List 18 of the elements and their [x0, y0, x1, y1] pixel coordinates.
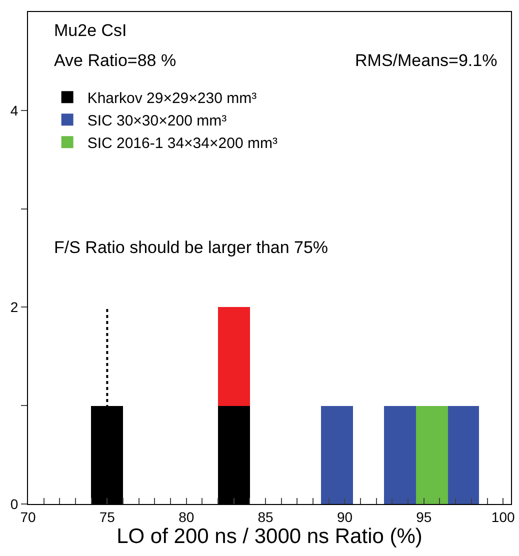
legend-label: SIC 30×30×200 mm³: [87, 112, 227, 130]
legend-label: Kharkov 29×29×230 mm³: [87, 90, 257, 107]
legend-label: SIC 2016-1 34×34×200 mm³: [87, 134, 278, 152]
y-tick-label: 4: [10, 102, 18, 118]
x-tick-label: 90: [336, 508, 353, 525]
x-tick-label: 95: [416, 508, 432, 525]
annotation: F/S Ratio should be larger than 75%: [54, 238, 328, 257]
annotation: Mu2e CsI: [54, 21, 127, 40]
x-tick-label: 100: [491, 508, 515, 525]
y-tick-label: 2: [10, 299, 18, 316]
x-axis-title: LO of 200 ns / 3000 ns Ratio (%): [116, 525, 422, 548]
y-tick-label: 0: [10, 496, 18, 512]
annotation: Ave Ratio=88 %: [54, 51, 176, 70]
x-tick-label: 75: [99, 508, 116, 525]
x-tick-label: 80: [178, 508, 194, 525]
x-tick-label: 70: [20, 508, 36, 525]
annotation: RMS/Means=9.1%: [355, 51, 498, 70]
x-tick-label: 85: [258, 508, 274, 525]
